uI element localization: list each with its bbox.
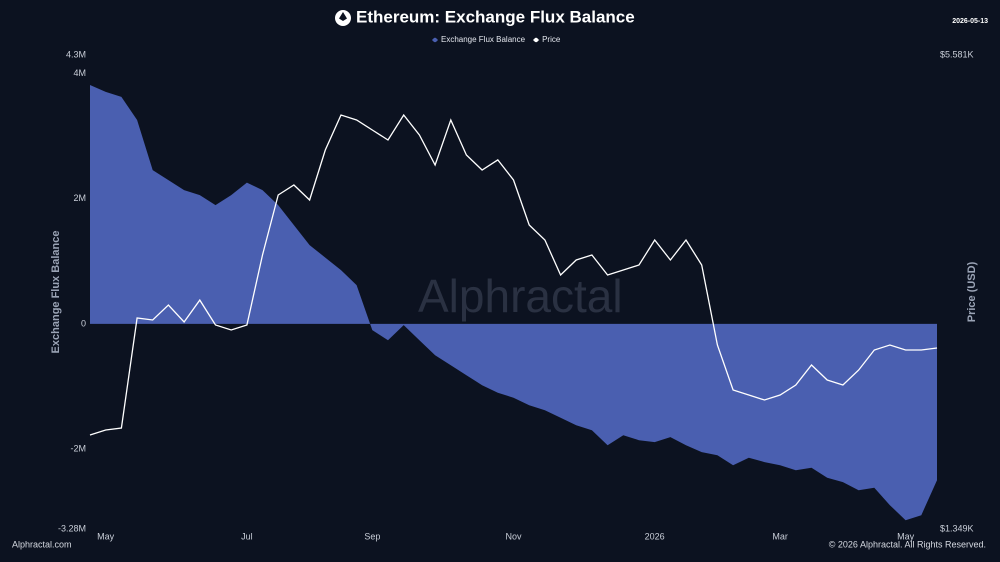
y-tick-label: -3.28M: [58, 523, 86, 533]
x-tick-label: 2026: [645, 531, 665, 541]
y2-tick-label: $1.349K: [940, 523, 974, 533]
area: [90, 85, 937, 521]
legend-label: Exchange Flux Balance: [441, 35, 526, 44]
x-tick-label: Sep: [364, 531, 380, 541]
y2-axis-title: Price (USD): [966, 261, 978, 322]
price-line: [89, 113, 938, 436]
x-tick-label: Jul: [241, 531, 253, 541]
y-tick-label: 4.3M: [66, 49, 86, 59]
y2-tick-label: $5.581K: [940, 49, 974, 59]
y-tick-label: 0: [81, 318, 86, 328]
watermark: Alphractal: [418, 270, 623, 322]
eth-icon-glyph: [339, 12, 347, 21]
source: Alphractal.com: [12, 539, 72, 549]
x-tick-label: May: [97, 531, 115, 541]
y-tick-label: 2M: [73, 193, 86, 203]
x-tick-label: Mar: [772, 531, 788, 541]
y-axis-title: Exchange Flux Balance: [50, 231, 62, 354]
x-tick-label: Nov: [505, 531, 522, 541]
date: 2026-05-13: [952, 18, 988, 25]
x-tick-label: May: [897, 531, 915, 541]
y-tick-label: -2M: [71, 443, 87, 453]
y-tick-label: 4M: [73, 68, 86, 78]
copyright: © 2026 Alphractal. All Rights Reserved.: [829, 539, 986, 549]
chart-title: Ethereum: Exchange Flux Balance: [356, 7, 635, 26]
legend-label: Price: [542, 35, 561, 44]
